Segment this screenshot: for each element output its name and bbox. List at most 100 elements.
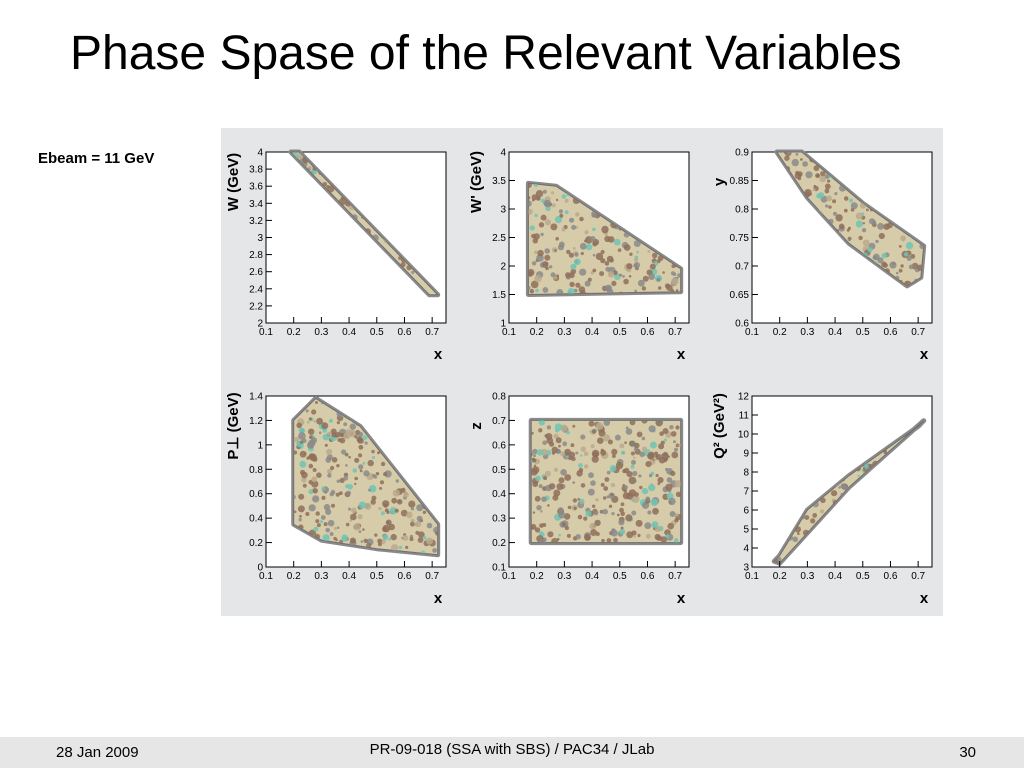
- texture-blob: [584, 230, 589, 235]
- texture-blob: [340, 433, 345, 438]
- texture-blob: [542, 440, 547, 446]
- texture-blob: [631, 510, 637, 516]
- texture-blob: [835, 214, 843, 222]
- texture-blob: [391, 497, 398, 504]
- texture-blob: [298, 427, 305, 434]
- texture-blob: [675, 425, 680, 430]
- texture-blob: [574, 258, 581, 266]
- x-tick-label: 0.3: [314, 571, 328, 582]
- texture-blob: [316, 417, 323, 425]
- texture-blob: [531, 261, 537, 266]
- texture-blob: [411, 270, 415, 274]
- texture-blob: [398, 545, 403, 550]
- y-tick-label: 3.6: [249, 182, 263, 193]
- texture-blob: [900, 264, 904, 268]
- x-tick-label: 0.3: [557, 571, 571, 582]
- texture-blob: [794, 172, 802, 180]
- texture-blob: [580, 251, 584, 256]
- texture-blob: [650, 268, 658, 275]
- texture-blob: [548, 483, 556, 490]
- texture-blob: [654, 526, 661, 533]
- x-tick-label: 0.7: [911, 327, 925, 338]
- texture-blob: [674, 518, 679, 523]
- texture-blob: [673, 440, 676, 444]
- texture-blob: [553, 433, 559, 439]
- texture-blob: [298, 518, 302, 522]
- texture-blob: [815, 173, 820, 179]
- texture-blob: [619, 507, 624, 513]
- texture-blob: [532, 481, 539, 488]
- texture-blob: [613, 238, 621, 246]
- texture-blob: [631, 499, 634, 502]
- beam-energy-label: Ebeam = 11 GeV: [38, 150, 155, 167]
- texture-blob: [564, 210, 569, 215]
- phase-space-region: [293, 397, 439, 556]
- texture-blob: [349, 537, 356, 544]
- y-tick-label: 0.7: [735, 262, 749, 273]
- texture-blob: [359, 469, 363, 473]
- x-tick-label: 0.4: [585, 327, 599, 338]
- texture-blob: [575, 212, 580, 217]
- texture-blob: [652, 507, 659, 515]
- texture-blob: [308, 504, 316, 512]
- texture-blob: [583, 451, 589, 457]
- texture-blob: [878, 232, 885, 240]
- texture-blob: [531, 431, 534, 435]
- texture-blob: [415, 530, 420, 535]
- texture-blob: [665, 467, 668, 471]
- texture-blob: [583, 516, 588, 521]
- x-axis-label: x: [677, 346, 686, 363]
- texture-blob: [662, 271, 665, 274]
- texture-blob: [824, 174, 830, 179]
- y-tick-label: 3.4: [249, 199, 263, 210]
- texture-blob: [648, 473, 653, 478]
- texture-blob: [800, 158, 803, 161]
- texture-blob: [678, 443, 681, 447]
- texture-blob: [310, 437, 318, 444]
- texture-blob: [556, 483, 564, 491]
- texture-blob: [602, 508, 608, 515]
- texture-blob: [558, 511, 566, 519]
- texture-blob: [669, 511, 676, 517]
- texture-blob: [351, 507, 357, 514]
- texture-blob: [588, 420, 595, 427]
- texture-blob: [621, 450, 625, 455]
- texture-blob: [580, 434, 586, 440]
- texture-blob: [566, 430, 570, 435]
- texture-blob: [662, 428, 669, 434]
- y-tick-label: 5: [743, 525, 749, 536]
- texture-blob: [333, 527, 337, 530]
- x-tick-label: 0.1: [745, 571, 759, 582]
- texture-blob: [544, 248, 550, 254]
- texture-blob: [318, 431, 322, 435]
- x-tick-label: 0.1: [259, 327, 273, 338]
- texture-blob: [341, 537, 347, 542]
- texture-blob: [862, 239, 870, 247]
- texture-blob: [604, 477, 610, 482]
- texture-blob: [327, 185, 335, 193]
- texture-blob: [593, 510, 599, 516]
- texture-blob: [675, 513, 679, 517]
- texture-blob: [536, 505, 542, 511]
- texture-blob: [563, 513, 571, 520]
- texture-blob: [671, 264, 676, 269]
- texture-blob: [368, 488, 371, 492]
- texture-blob: [301, 477, 307, 483]
- texture-blob: [325, 527, 330, 533]
- texture-blob: [834, 192, 838, 196]
- texture-blob: [551, 191, 555, 195]
- y-axis-label: W (GeV): [225, 153, 242, 211]
- texture-blob: [379, 486, 383, 490]
- texture-blob: [616, 513, 620, 517]
- texture-blob: [532, 448, 538, 455]
- texture-blob: [633, 263, 638, 268]
- texture-blob: [670, 470, 676, 477]
- texture-blob: [849, 198, 853, 203]
- texture-blob: [840, 483, 847, 490]
- texture-blob: [309, 435, 313, 439]
- texture-blob: [626, 263, 633, 270]
- texture-blob: [568, 451, 576, 458]
- texture-blob: [900, 235, 906, 242]
- texture-blob: [584, 239, 587, 243]
- texture-blob: [590, 480, 596, 486]
